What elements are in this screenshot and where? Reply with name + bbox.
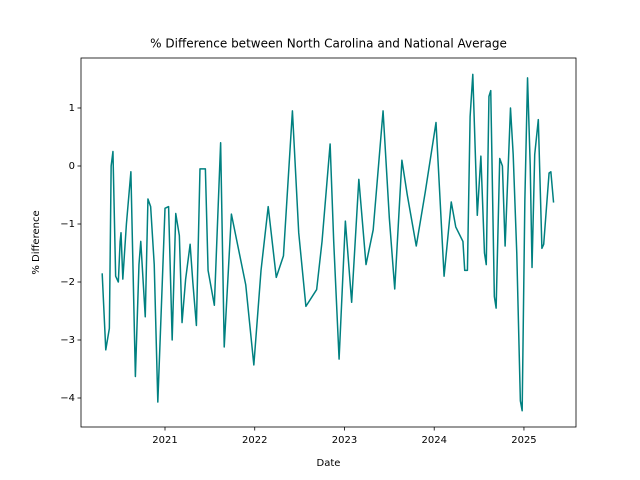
data-line (101, 73, 555, 412)
x-tick-label: 2022 (242, 435, 267, 446)
y-tick-label: −4 (60, 393, 75, 404)
x-tick-label: 2021 (152, 435, 177, 446)
y-tick-label: 0 (69, 161, 75, 172)
plot-frame (80, 57, 577, 428)
x-axis-label: Date (317, 458, 341, 469)
y-tick-label: −1 (60, 219, 75, 230)
y-tick-label: −2 (60, 277, 75, 288)
x-tick-label: 2025 (511, 435, 536, 446)
chart-title: % Difference between North Carolina and … (150, 37, 507, 51)
x-tick-label: 2023 (332, 435, 357, 446)
y-tick-label: −3 (60, 335, 75, 346)
y-tick-label: 1 (69, 103, 75, 114)
x-tick-label: 2024 (421, 435, 446, 446)
y-axis-label: % Difference (31, 210, 42, 274)
